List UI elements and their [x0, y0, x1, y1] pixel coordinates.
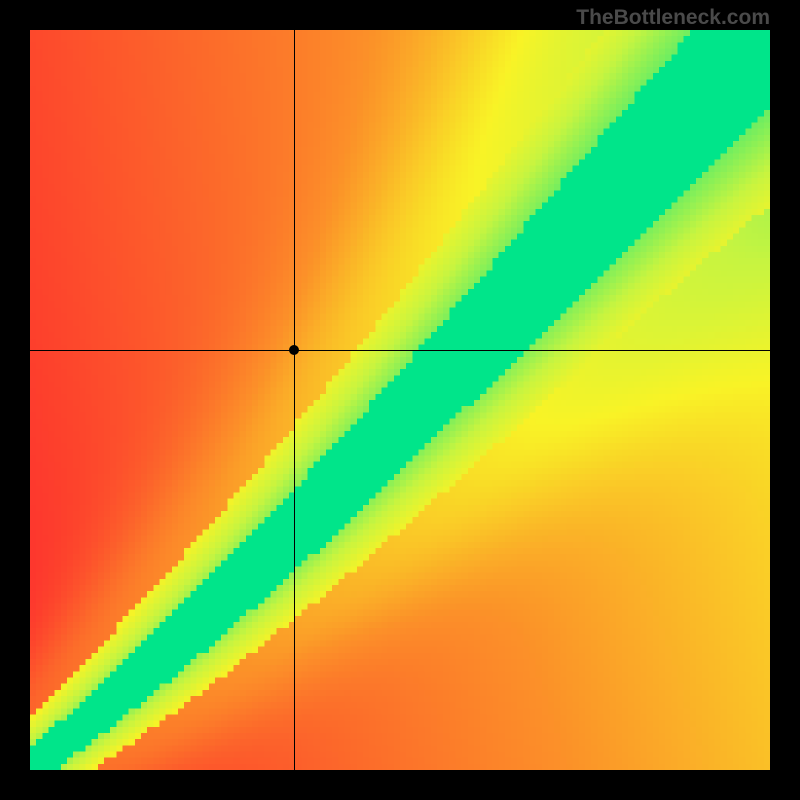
- crosshair-vertical: [294, 30, 295, 770]
- watermark-text: TheBottleneck.com: [576, 6, 770, 30]
- crosshair-horizontal: [30, 350, 770, 351]
- crosshair-marker[interactable]: [289, 345, 299, 355]
- heatmap-chart: [30, 30, 770, 770]
- heatmap-canvas: [30, 30, 770, 770]
